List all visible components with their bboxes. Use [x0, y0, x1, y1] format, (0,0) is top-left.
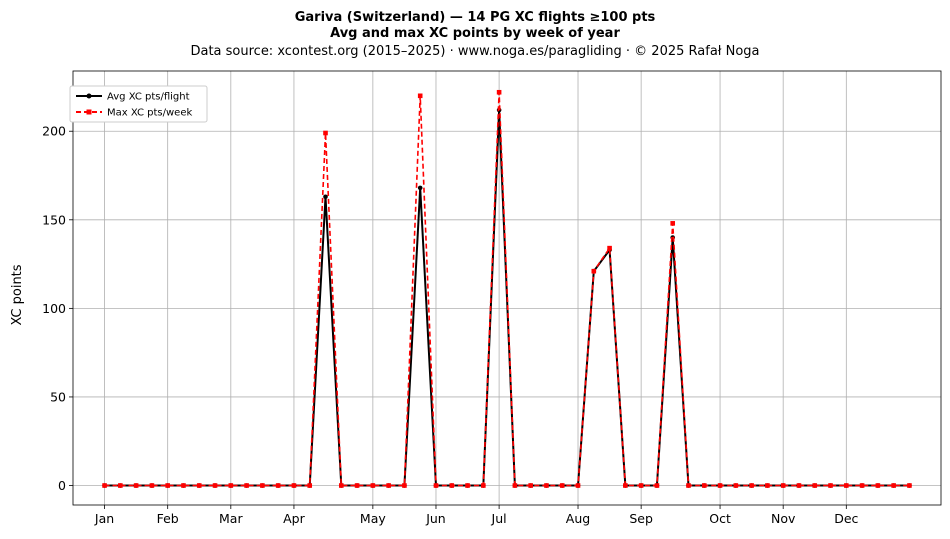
- max-data-point: [812, 483, 818, 488]
- max-data-point: [181, 483, 186, 488]
- max-data-point: [370, 483, 376, 488]
- max-data-point: [828, 483, 833, 488]
- max-data-point: [149, 483, 155, 488]
- max-data-point: [844, 483, 849, 488]
- avg-data-point: [323, 194, 328, 200]
- y-tick-label: 50: [50, 389, 66, 404]
- max-data-point: [165, 483, 170, 488]
- x-tick-label: Aug: [566, 511, 590, 526]
- max-data-point: [749, 483, 754, 488]
- max-data-point: [907, 483, 912, 488]
- max-data-point: [733, 483, 739, 488]
- max-data-point: [891, 483, 896, 488]
- max-data-point: [275, 483, 281, 488]
- avg-data-point: [417, 185, 423, 191]
- x-tick-label: Sep: [629, 511, 653, 526]
- max-data-point: [654, 483, 660, 488]
- max-data-point: [291, 483, 297, 488]
- max-data-point: [386, 483, 391, 488]
- x-tick-label: Mar: [219, 511, 243, 526]
- max-data-point: [496, 89, 502, 95]
- max-data-point: [417, 93, 423, 99]
- max-data-point: [512, 483, 518, 488]
- x-tick-label: Jun: [425, 511, 446, 526]
- max-data-point: [338, 483, 344, 488]
- max-data-point: [354, 483, 360, 488]
- legend-max-marker: [86, 109, 92, 115]
- x-tick-label: Apr: [283, 511, 305, 526]
- x-tick-label: May: [360, 511, 386, 526]
- max-data-point: [307, 483, 313, 488]
- max-series-line: [104, 91, 910, 487]
- y-tick-label: 0: [58, 478, 66, 493]
- max-data-point: [780, 483, 786, 488]
- max-data-point: [796, 483, 802, 488]
- legend-avg-marker: [86, 93, 92, 99]
- max-data-point: [433, 483, 439, 488]
- max-data-point: [402, 483, 407, 488]
- legend-avg-label: Avg XC pts/flight: [107, 92, 190, 103]
- chart-title: Gariva (Switzerland) — 14 PG XC flights …: [295, 10, 656, 25]
- x-tick-label: Nov: [771, 511, 796, 526]
- max-data-point: [102, 483, 107, 488]
- max-data-point: [528, 483, 533, 488]
- max-data-point: [133, 483, 139, 488]
- max-data-point: [449, 483, 455, 488]
- y-tick-label: 100: [42, 301, 66, 316]
- max-data-point: [244, 483, 249, 488]
- max-data-point: [607, 245, 612, 251]
- max-data-point: [228, 483, 234, 488]
- series-layer: [102, 89, 912, 488]
- x-tick-label: Jan: [94, 511, 114, 526]
- max-data-point: [544, 483, 549, 488]
- axes: Jan Feb Mar Apr May Jun Jul Aug Sep Oct Nov Dec 0 50 1…: [42, 70, 942, 526]
- max-data-point: [465, 483, 470, 488]
- x-tick-label: Feb: [157, 511, 179, 526]
- max-data-point: [118, 483, 123, 488]
- max-data-point: [575, 483, 581, 488]
- max-data-point: [623, 483, 628, 488]
- max-data-point: [323, 130, 328, 136]
- chart-source-line: Data source: xcontest.org (2015–2025) · …: [190, 44, 759, 59]
- x-tick-label: Jul: [491, 511, 507, 526]
- x-tick-label: Oct: [709, 511, 731, 526]
- legend-max-label: Max XC pts/week: [107, 108, 192, 119]
- legend-box: [69, 85, 208, 123]
- max-data-point: [638, 483, 644, 488]
- y-axis-label: XC points: [10, 264, 25, 325]
- y-tick-label: 200: [42, 124, 66, 139]
- chart-subtitle: Avg and max XC points by week of year: [330, 26, 620, 41]
- max-data-point: [212, 483, 218, 488]
- max-data-point: [765, 483, 770, 488]
- max-data-point: [196, 483, 202, 488]
- max-data-point: [717, 483, 723, 488]
- plot-frame: [72, 70, 942, 506]
- y-tick-label: 150: [42, 212, 66, 227]
- max-data-point: [591, 268, 597, 274]
- max-data-point: [481, 483, 486, 488]
- max-data-point: [859, 483, 865, 488]
- max-data-point: [670, 221, 676, 226]
- max-data-point: [559, 483, 565, 488]
- max-data-point: [686, 483, 691, 488]
- max-data-point: [260, 483, 265, 488]
- max-data-point: [875, 483, 881, 488]
- x-tick-label: Dec: [834, 511, 858, 526]
- max-data-point: [701, 483, 707, 488]
- legend: Avg XC pts/flight Max XC pts/week: [69, 85, 208, 123]
